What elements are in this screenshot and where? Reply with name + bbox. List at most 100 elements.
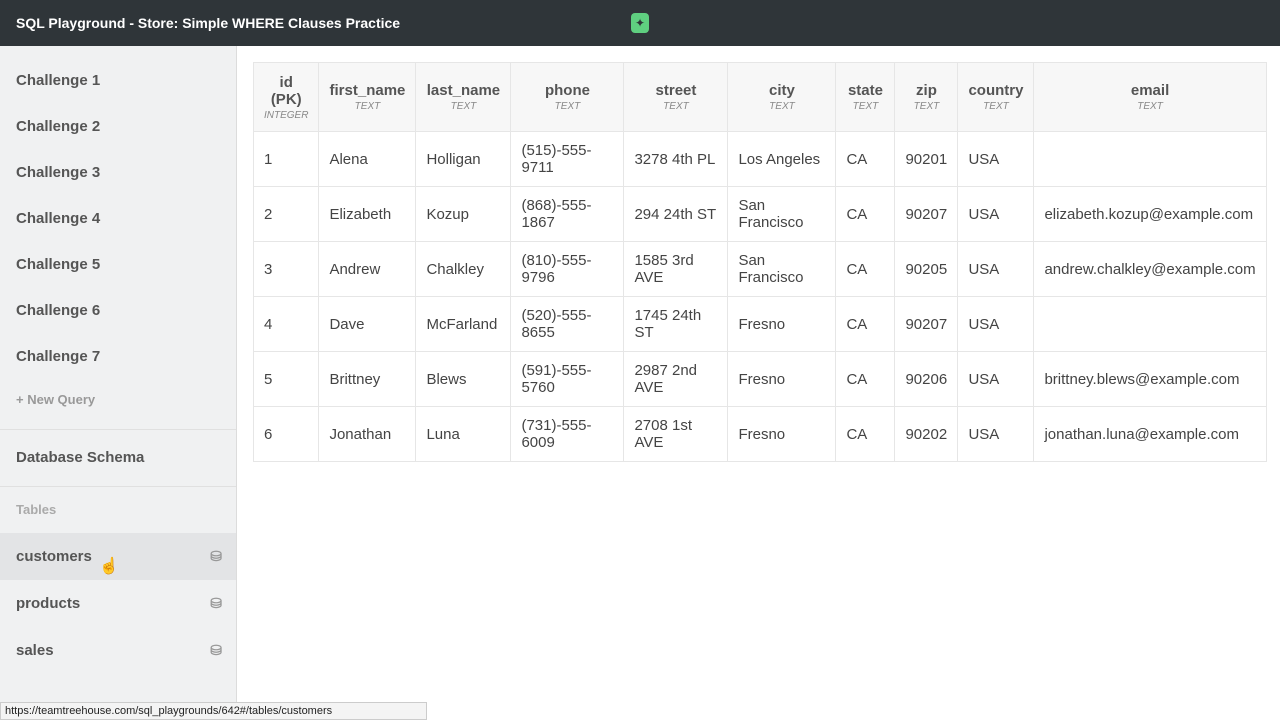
database-icon: ⛁: [210, 595, 222, 611]
table-cell: USA: [957, 296, 1035, 352]
results-table: id (PK) INTEGER first_name TEXT last_name TEX…: [252, 62, 1267, 462]
table-cell: Fresno: [727, 406, 837, 462]
column-header: country TEXT: [957, 62, 1035, 132]
table-row: 6 Jonathan Luna (731)-555-6009 2708 1st AVE F…: [252, 406, 1267, 462]
column-name: email: [1130, 82, 1170, 99]
column-header: id (PK) INTEGER: [252, 62, 320, 132]
table-cell: 5: [252, 351, 320, 407]
column-name: zip: [916, 82, 937, 99]
table-link-products[interactable]: products ⛁: [0, 580, 236, 627]
table-cell: 90207: [894, 186, 959, 242]
table-cell: 4: [252, 296, 320, 352]
table-cell: Los Angeles: [727, 131, 837, 187]
table-cell: 6: [252, 406, 320, 462]
hand-cursor-icon: ☝: [99, 558, 119, 575]
table-cell: 2: [252, 186, 320, 242]
column-type: TEXT: [354, 101, 381, 112]
database-icon: ⛁: [210, 548, 222, 564]
table-cell: (731)-555-6009: [510, 406, 625, 462]
table-cell: USA: [957, 131, 1035, 187]
challenge-7-link[interactable]: Challenge 7: [16, 348, 101, 365]
column-name: state: [847, 82, 883, 99]
table-cell: San Francisco: [727, 186, 837, 242]
table-cell: 2708 1st AVE: [623, 406, 729, 462]
database-icon: ⛁: [210, 642, 222, 658]
table-cell: elizabeth.kozup@example.com: [1033, 186, 1267, 242]
table-row: 5 Brittney Blews (591)-555-5760 2987 2nd AVE…: [252, 351, 1267, 407]
table-row: 4 Dave McFarland (520)-555-8655 1745 24th ST…: [252, 296, 1267, 352]
challenge-4-link[interactable]: Challenge 4: [16, 210, 101, 227]
table-cell: CA: [835, 186, 896, 242]
table-cell: Holligan: [415, 131, 512, 187]
table-row: 2 Elizabeth Kozup (868)-555-1867 294 24th ST…: [252, 186, 1267, 242]
title-bar: SQL Playground - Store: Simple WHERE Cla…: [0, 0, 1280, 46]
table-cell: USA: [957, 241, 1035, 297]
column-header: email TEXT: [1033, 62, 1267, 132]
table-cell: [1033, 131, 1267, 187]
column-type: TEXT: [554, 101, 581, 112]
table-cell: Elizabeth: [318, 186, 417, 242]
column-header: first_name TEXT: [318, 62, 417, 132]
table-row: 1 Alena Holligan (515)-555-9711 3278 4th PL L…: [252, 131, 1267, 187]
tables-label: Tables: [16, 502, 57, 517]
table-cell: 1585 3rd AVE: [623, 241, 729, 297]
table-cell: (515)-555-9711: [510, 131, 625, 187]
column-type: TEXT: [913, 101, 940, 112]
table-cell: (810)-555-9796: [510, 241, 625, 297]
table-cell: jonathan.luna@example.com: [1033, 406, 1267, 462]
table-cell: Alena: [318, 131, 417, 187]
table-cell: Andrew: [318, 241, 417, 297]
app-title: SQL Playground - Store: Simple WHERE Cla…: [16, 15, 401, 31]
column-type: TEXT: [852, 101, 879, 112]
table-cell: 3278 4th PL: [623, 131, 729, 187]
column-name: street: [655, 82, 697, 99]
treehouse-logo-icon: ✦: [631, 13, 649, 33]
results-table-container: id (PK) INTEGER first_name TEXT last_name TEX…: [252, 62, 1267, 462]
table-link-sales[interactable]: sales ⛁: [0, 627, 236, 674]
table-link-customers[interactable]: customers ⛁: [0, 533, 236, 580]
table-cell: CA: [835, 351, 896, 407]
column-header: phone TEXT: [510, 62, 625, 132]
column-type: INTEGER: [264, 109, 309, 121]
table-cell: USA: [957, 351, 1035, 407]
column-name: first_name: [329, 82, 406, 99]
table-cell: brittney.blews@example.com: [1033, 351, 1267, 407]
table-cell: CA: [835, 406, 896, 462]
table-cell: 1: [252, 131, 320, 187]
challenge-6-link[interactable]: Challenge 6: [16, 302, 101, 319]
table-cell: CA: [835, 296, 896, 352]
column-type: TEXT: [983, 101, 1009, 112]
column-type: TEXT: [663, 101, 689, 112]
new-query-button[interactable]: + New Query: [16, 392, 96, 407]
column-header: last_name TEXT: [415, 62, 512, 132]
column-header: state TEXT: [835, 62, 896, 132]
table-cell: Brittney: [318, 351, 417, 407]
table-cell: CA: [835, 241, 896, 297]
table-cell: (591)-555-5760: [510, 351, 625, 407]
table-cell: 2987 2nd AVE: [623, 351, 729, 407]
table-cell: Jonathan: [318, 406, 417, 462]
column-type: TEXT: [769, 101, 795, 112]
table-cell: Dave: [318, 296, 417, 352]
table-cell: Chalkley: [415, 241, 512, 297]
column-name: id (PK): [270, 73, 302, 108]
table-cell: 3: [252, 241, 320, 297]
table-cell: 90205: [894, 241, 959, 297]
table-cell: USA: [957, 406, 1035, 462]
table-cell: Kozup: [415, 186, 512, 242]
challenge-3-link[interactable]: Challenge 3: [16, 164, 101, 181]
challenge-5-link[interactable]: Challenge 5: [16, 256, 101, 273]
table-cell: 90207: [894, 296, 959, 352]
challenge-2-link[interactable]: Challenge 2: [16, 118, 101, 135]
table-cell: Fresno: [727, 296, 837, 352]
table-cell: 1745 24th ST: [623, 296, 729, 352]
table-name: products: [16, 595, 81, 612]
table-cell: (520)-555-8655: [510, 296, 625, 352]
table-cell: USA: [957, 186, 1035, 242]
table-cell: Blews: [415, 351, 512, 407]
table-cell: [1033, 296, 1267, 352]
challenge-1-link[interactable]: Challenge 1: [16, 72, 101, 89]
column-name: phone: [544, 82, 590, 99]
sidebar: Challenge 1 Challenge 2 Challenge 3 Challen…: [0, 46, 237, 720]
table-cell: CA: [835, 131, 896, 187]
